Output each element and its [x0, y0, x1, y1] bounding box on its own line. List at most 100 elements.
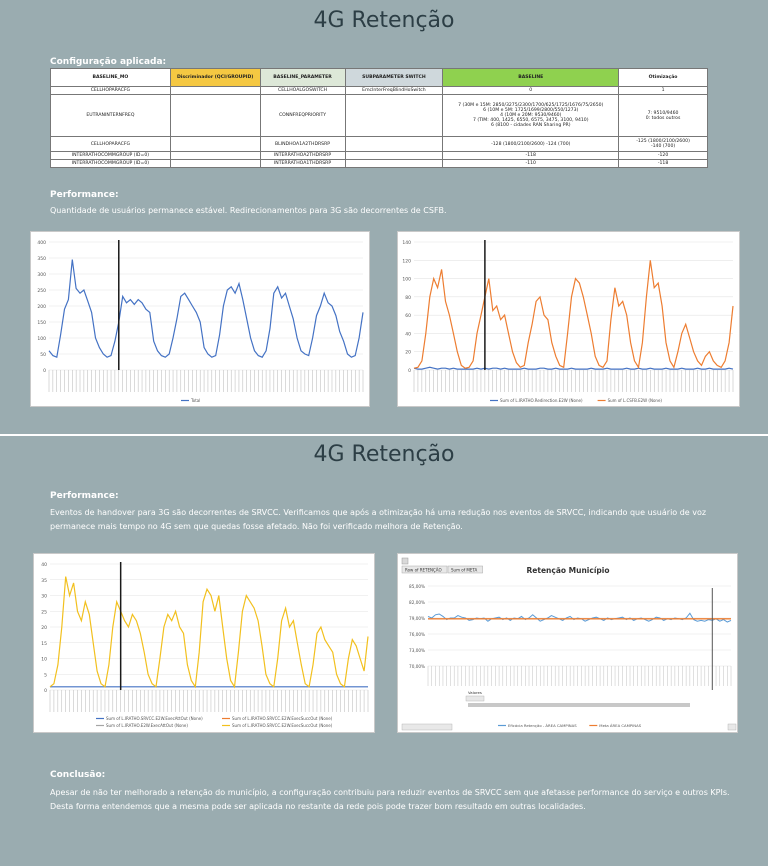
- series-line: [50, 577, 368, 687]
- table-cell: -128 (1800/2100/2600) -124 (700): [443, 137, 619, 152]
- slide-2-title: 4G Retenção: [0, 442, 768, 467]
- slide-1: 4G Retenção Configuração aplicada: BASEL…: [0, 0, 768, 432]
- chart-total-users: 400 350 300 250 200 150 100 50 0 Total: [31, 232, 371, 408]
- y-tick-label: 20: [41, 625, 47, 631]
- y-tick-label: 35: [41, 578, 47, 584]
- horizontal-scrollbar[interactable]: [468, 703, 690, 707]
- collapse-button[interactable]: [402, 558, 408, 564]
- legend-entry: Sum of L.CSFB.E2W (None): [608, 398, 663, 403]
- slide-1-title: 4G Retenção: [0, 8, 768, 33]
- series-line: [428, 613, 731, 622]
- y-tick-label: 70,00%: [409, 664, 425, 669]
- y-tick-label: 15: [41, 641, 47, 647]
- y-tick-label: 60: [405, 313, 411, 319]
- table-row: CELLHOPARACFG BLINDHOA1A2THDRSRP -128 (180…: [51, 137, 708, 152]
- y-tick-label: 79,00%: [409, 616, 425, 621]
- y-tick-label: 400: [37, 240, 46, 246]
- legend-entry: Sum of L.IRATHO.SRVCC.E2W.ExecSuccOut (N…: [232, 716, 333, 721]
- axis-field-button[interactable]: [402, 724, 452, 730]
- y-tick-label: 0: [44, 688, 47, 694]
- table-cell: INTERRATHOCOMMGROUP (ID=0): [51, 152, 171, 160]
- y-tick-label: 82,00%: [409, 600, 425, 605]
- table-cell: 0: [443, 87, 619, 95]
- table-cell: -125 (1800/2100/2600) -140 (700): [619, 137, 708, 152]
- series-line: [414, 260, 733, 368]
- table-header-row: BASELINE_MO Discriminador (QCI/GROUPID) …: [51, 69, 708, 87]
- filter-label: Valores: [468, 690, 482, 695]
- table-cell: -118: [619, 160, 708, 168]
- y-tick-label: 350: [37, 256, 46, 262]
- chart-panel-1: 400 350 300 250 200 150 100 50 0 Total: [30, 231, 370, 407]
- y-tick-label: 50: [40, 352, 46, 358]
- y-tick-label: 300: [37, 272, 46, 278]
- legend-entry: Sum of L.IRATHO.SRVCC.E2W.ExecAttOut (No…: [106, 716, 203, 721]
- table-row: EUTRANINTERNFREQ CONNFREQPRIORITY 7 (30M e…: [51, 95, 708, 137]
- y-tick-label: 40: [41, 562, 47, 568]
- table-cell: INTERRATHOA1THDRSRP: [260, 160, 345, 168]
- performance-label-1: Performance:: [50, 190, 119, 200]
- y-tick-label: 250: [37, 288, 46, 294]
- y-tick-label: 0: [43, 368, 46, 374]
- y-tick-label: 85,00%: [409, 584, 425, 589]
- table-cell: [170, 137, 260, 152]
- table-cell: [345, 137, 443, 152]
- performance-text-2: Eventos de handover para 3G são decorren…: [50, 506, 730, 534]
- y-tick-label: 20: [405, 350, 411, 356]
- chart-panel-3: 40 35 30 25 20 15 10 5 0 Sum of L.IRATHO.SRVCC.E2…: [33, 553, 375, 733]
- y-tick-label: 200: [37, 304, 46, 310]
- table-cell: EUTRANINTERNFREQ: [51, 95, 171, 137]
- y-tick-label: 25: [41, 609, 47, 615]
- conclusion-text: Apesar de não ter melhorado a retenção d…: [50, 786, 730, 814]
- chart-panel-2: 140 120 100 80 60 40 20 0 Sum of L.IRATHO.Redire…: [397, 231, 740, 407]
- chart-panel-4: Row of RETENÇÃO Sum of META Retenção Munic…: [397, 553, 738, 733]
- table-row: CELLHOPARACFG CELLHOALGOSWITCH EmcInterFre…: [51, 87, 708, 95]
- table-cell: -118: [443, 152, 619, 160]
- conclusion-label: Conclusão:: [50, 770, 105, 780]
- legend-entry: Eficácia Retenção - ÁREA CAMPINAS: [508, 723, 577, 728]
- series-line: [414, 367, 733, 369]
- table-cell: [170, 95, 260, 137]
- y-tick-label: 80: [405, 295, 411, 301]
- y-tick-label: 100: [402, 277, 411, 283]
- table-header: Otimização: [619, 69, 708, 87]
- table-cell: [170, 87, 260, 95]
- table-cell: EmcInterFreqBlindHoSwitch: [345, 87, 443, 95]
- table-cell: [170, 160, 260, 168]
- y-tick-label: 76,00%: [409, 632, 425, 637]
- table-cell: [345, 95, 443, 137]
- legend-entry: Sum of L.IRATHO.Redirection.E2W (None): [500, 398, 583, 403]
- table-cell: 7 (30M e 15M: 2850/3275/2300/1700/625/17…: [443, 95, 619, 137]
- field-button-label: Row of RETENÇÃO: [405, 568, 442, 573]
- table-row: INTERRATHOCOMMGROUP (ID=0) INTERRATHOA1TH…: [51, 160, 708, 168]
- y-tick-label: 150: [37, 320, 46, 326]
- slide-2: 4G Retenção Performance: Eventos de hand…: [0, 434, 768, 866]
- table-cell: CELLHOALGOSWITCH: [260, 87, 345, 95]
- y-tick-label: 120: [402, 258, 411, 264]
- table-cell: -120: [619, 152, 708, 160]
- table-row: INTERRATHOCOMMGROUP (ID=0) INTERRATHOA2TH…: [51, 152, 708, 160]
- table-cell: BLINDHOA1A2THDRSRP: [260, 137, 345, 152]
- y-tick-label: 0: [408, 368, 411, 374]
- table-cell: [345, 160, 443, 168]
- table-header: BASELINE_MO: [51, 69, 171, 87]
- chart-title: Retenção Município: [527, 566, 610, 575]
- expand-button[interactable]: [728, 724, 736, 730]
- table-cell: CONNFREQPRIORITY: [260, 95, 345, 137]
- filter-button[interactable]: [466, 696, 484, 701]
- y-tick-label: 30: [41, 594, 47, 600]
- table-cell: [345, 152, 443, 160]
- performance-text-1: Quantidade de usuários permanece estável…: [50, 204, 730, 218]
- y-tick-label: 10: [41, 657, 47, 663]
- table-cell: 1: [619, 87, 708, 95]
- y-tick-label: 100: [37, 336, 46, 342]
- table-cell: [170, 152, 260, 160]
- chart-srvcc: 40 35 30 25 20 15 10 5 0 Sum of L.IRATHO.SRVCC.E2…: [34, 554, 376, 734]
- table-cell: CELLHOPARACFG: [51, 87, 171, 95]
- config-label: Configuração aplicada:: [50, 57, 166, 67]
- y-tick-label: 140: [402, 240, 411, 246]
- y-tick-label: 5: [44, 672, 47, 678]
- y-tick-label: 40: [405, 331, 411, 337]
- table-cell: CELLHOPARACFG: [51, 137, 171, 152]
- y-tick-label: 73,00%: [409, 648, 425, 653]
- table-header: BASELINE_PARAMETER: [260, 69, 345, 87]
